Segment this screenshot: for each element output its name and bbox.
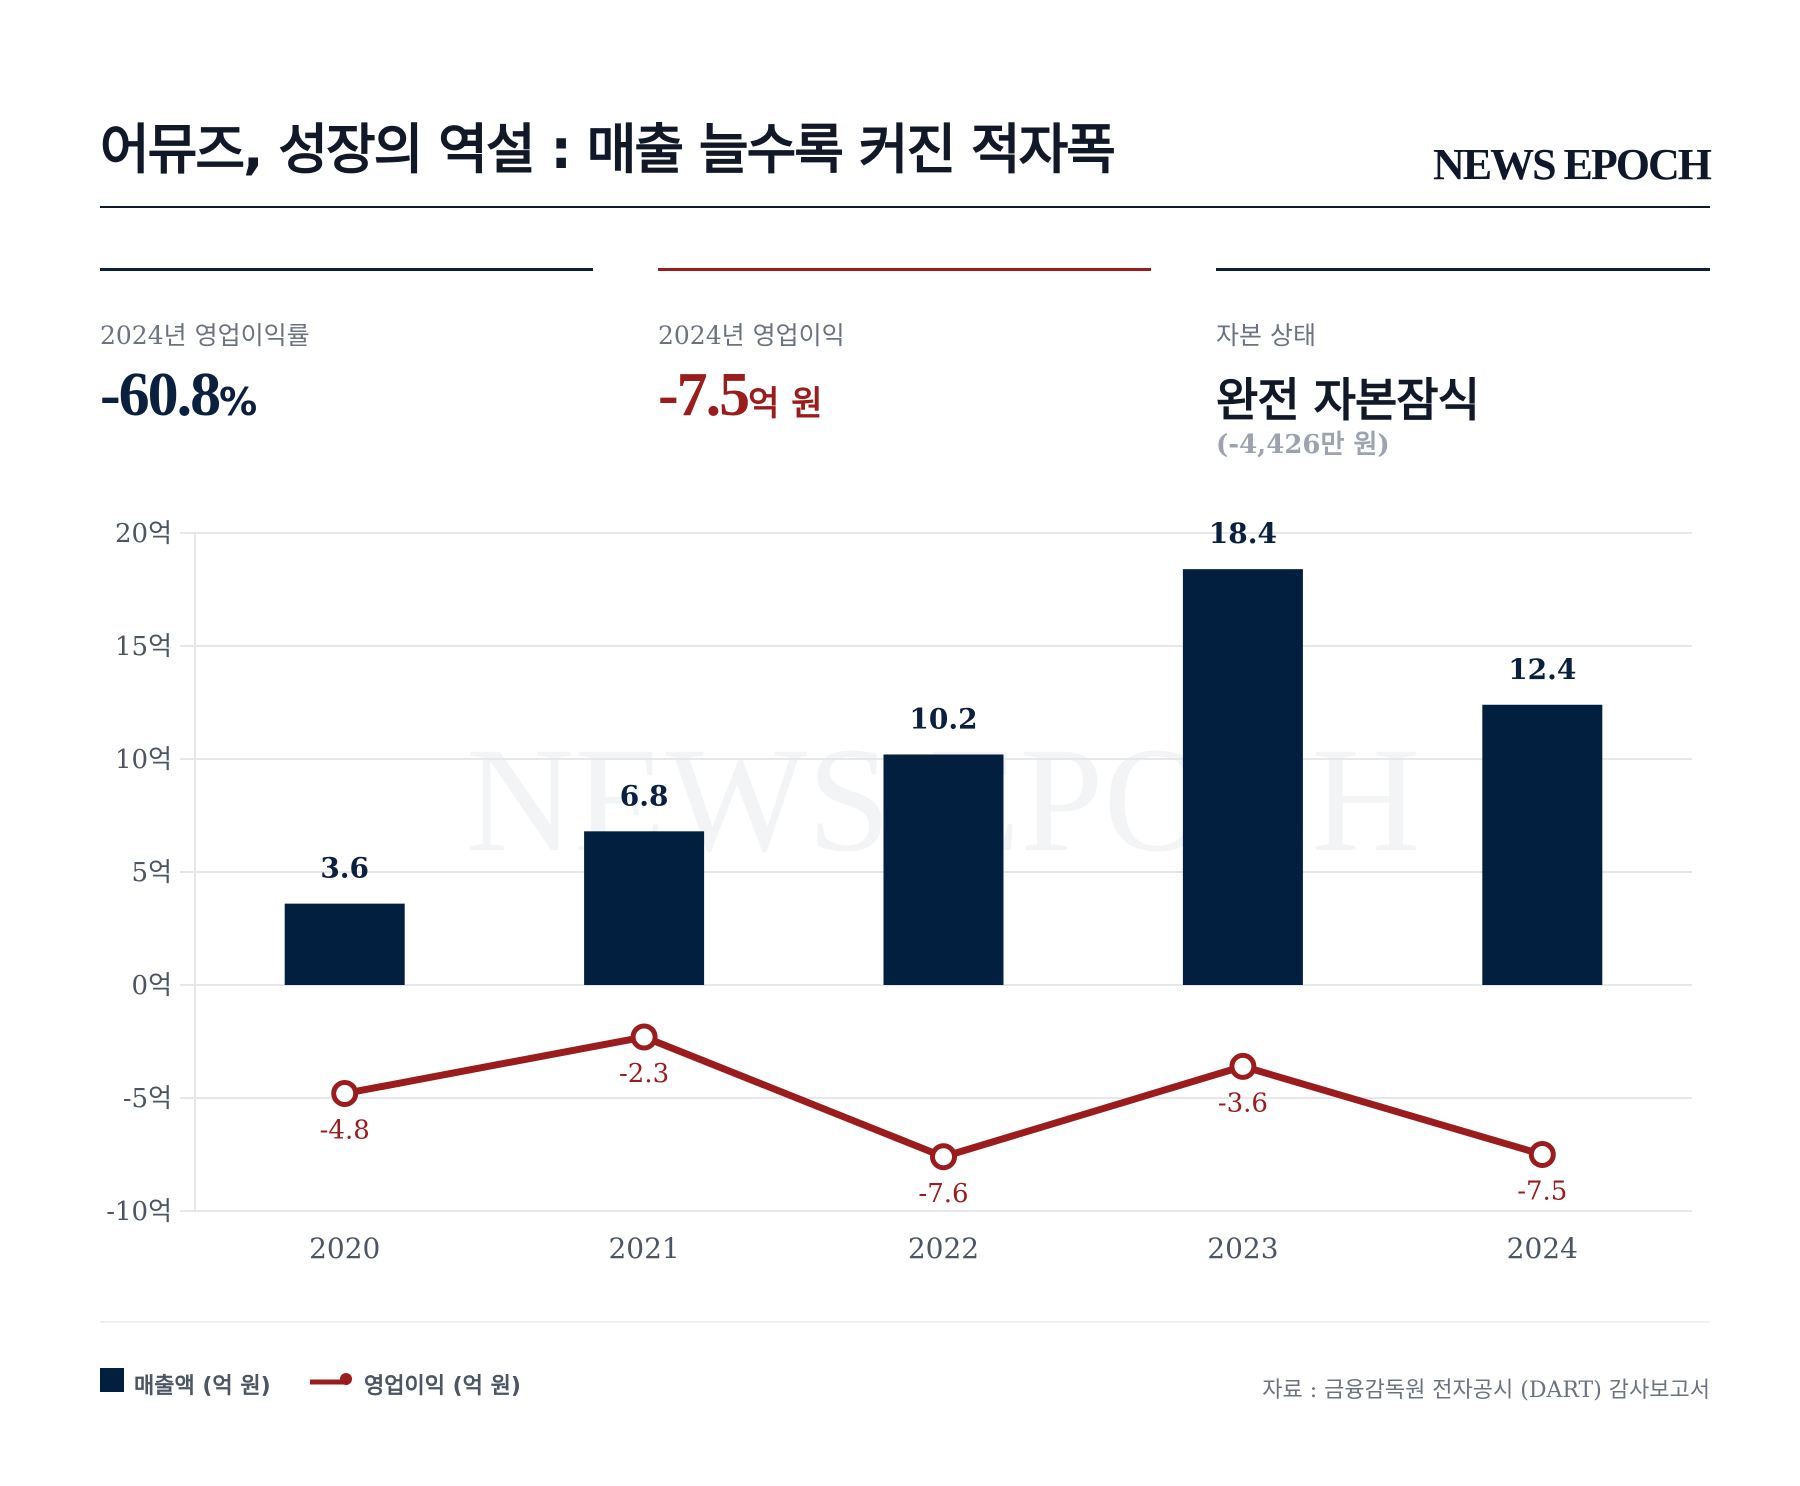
operating-profit-line [344,1033,1544,1161]
legend-item-revenue: 매출액 (억 원) [100,1368,271,1400]
kpi-label: 2024년 영업이익률 [100,321,310,350]
bar-2023 [1182,569,1303,985]
y-tick-label: -5억 [123,1084,172,1114]
y-tick-label: -10억 [106,1197,172,1227]
x-tick-label: 2023 [1207,1232,1278,1265]
kpi-number: -60.8 [100,361,221,429]
kpi-operating-profit: 2024년 영업이익 -7.5억 원 [658,268,1151,468]
y-tick-label: 15억 [115,632,172,662]
bar-2021 [584,831,705,985]
kpi-status-text: 완전 자본잠식 [1216,373,1480,427]
chart-title: 어뮤즈, 성장의 역설 : 매출 늘수록 커진 적자폭 [100,118,1116,181]
kpi-label: 2024년 영업이익 [658,321,845,350]
kpi-rule [1216,268,1710,271]
bar-value-label: 10.2 [909,702,977,735]
kpi-label: 자본 상태 [1216,321,1316,350]
legend-label: 매출액 (억 원) [134,1374,271,1399]
kpi-unit: % [219,380,258,424]
source-note: 자료 : 금융감독원 전자공시 (DART) 감사보고서 [1262,1378,1710,1403]
kpi-capital-status: 자본 상태 완전 자본잠식 (-4,426만 원) [1216,268,1710,468]
kpi-value: 완전 자본잠식 [1216,364,1480,430]
bar-labels: 3.6 6.8 10.2 18.4 12.4 [320,517,1576,884]
line-value-label: -7.6 [918,1179,968,1209]
kpi-number: -7.5 [658,361,750,429]
header-divider [100,206,1710,208]
line-point-2021 [630,1023,658,1051]
kpi-value: -60.8% [100,360,257,431]
line-value-label: -2.3 [619,1059,669,1089]
legend-line-dot-icon [310,1373,352,1385]
y-tick-label: 20억 [115,519,172,549]
bar-value-label: 3.6 [320,852,369,885]
kpi-unit: 억 원 [748,384,823,424]
x-tick-label: 2021 [608,1232,679,1265]
bar-value-label: 18.4 [1209,517,1277,550]
line-point-2022 [930,1143,957,1171]
bar-value-label: 12.4 [1508,653,1576,686]
bar-series [284,569,1603,985]
bar-value-label: 6.8 [620,779,669,812]
kpi-value: -7.5억 원 [658,360,823,431]
y-tick-label: 10억 [115,745,172,775]
line-series [331,1023,1556,1171]
bar-2020 [284,903,405,985]
legend-item-operating-profit: 영업이익 (억 원) [310,1368,521,1400]
x-axis: 2020 2021 2022 2023 2024 [309,1232,1578,1265]
line-point-2023 [1229,1052,1257,1080]
brand-logo: NEWS EPOCH [1432,140,1712,189]
legend-label: 영업이익 (억 원) [364,1374,521,1399]
kpi-subtext: (-4,426만 원) [1216,430,1390,460]
kpi-rule [658,268,1151,271]
x-tick-label: 2022 [908,1232,979,1265]
y-tick-label: 0억 [132,971,172,1001]
x-tick-label: 2024 [1507,1232,1578,1265]
line-value-label: -3.6 [1218,1088,1268,1118]
line-value-label: -7.5 [1517,1177,1567,1207]
line-labels: -4.8 -2.3 -7.6 -3.6 -7.5 [320,1059,1568,1209]
y-axis: 20억 15억 10억 5억 0억 -5억 -10억 [106,519,172,1227]
x-tick-label: 2020 [309,1232,380,1265]
kpi-rule [100,268,593,271]
line-value-label: -4.8 [320,1115,370,1145]
line-point-2020 [331,1079,359,1107]
line-point-2024 [1528,1141,1556,1168]
legend-square-icon [100,1368,124,1392]
footer-divider [100,1321,1710,1323]
kpi-operating-margin: 2024년 영업이익률 -60.8% [100,268,593,468]
bar-2024 [1482,704,1603,985]
y-tick-label: 5억 [132,858,172,888]
bar-2022 [883,754,1004,985]
